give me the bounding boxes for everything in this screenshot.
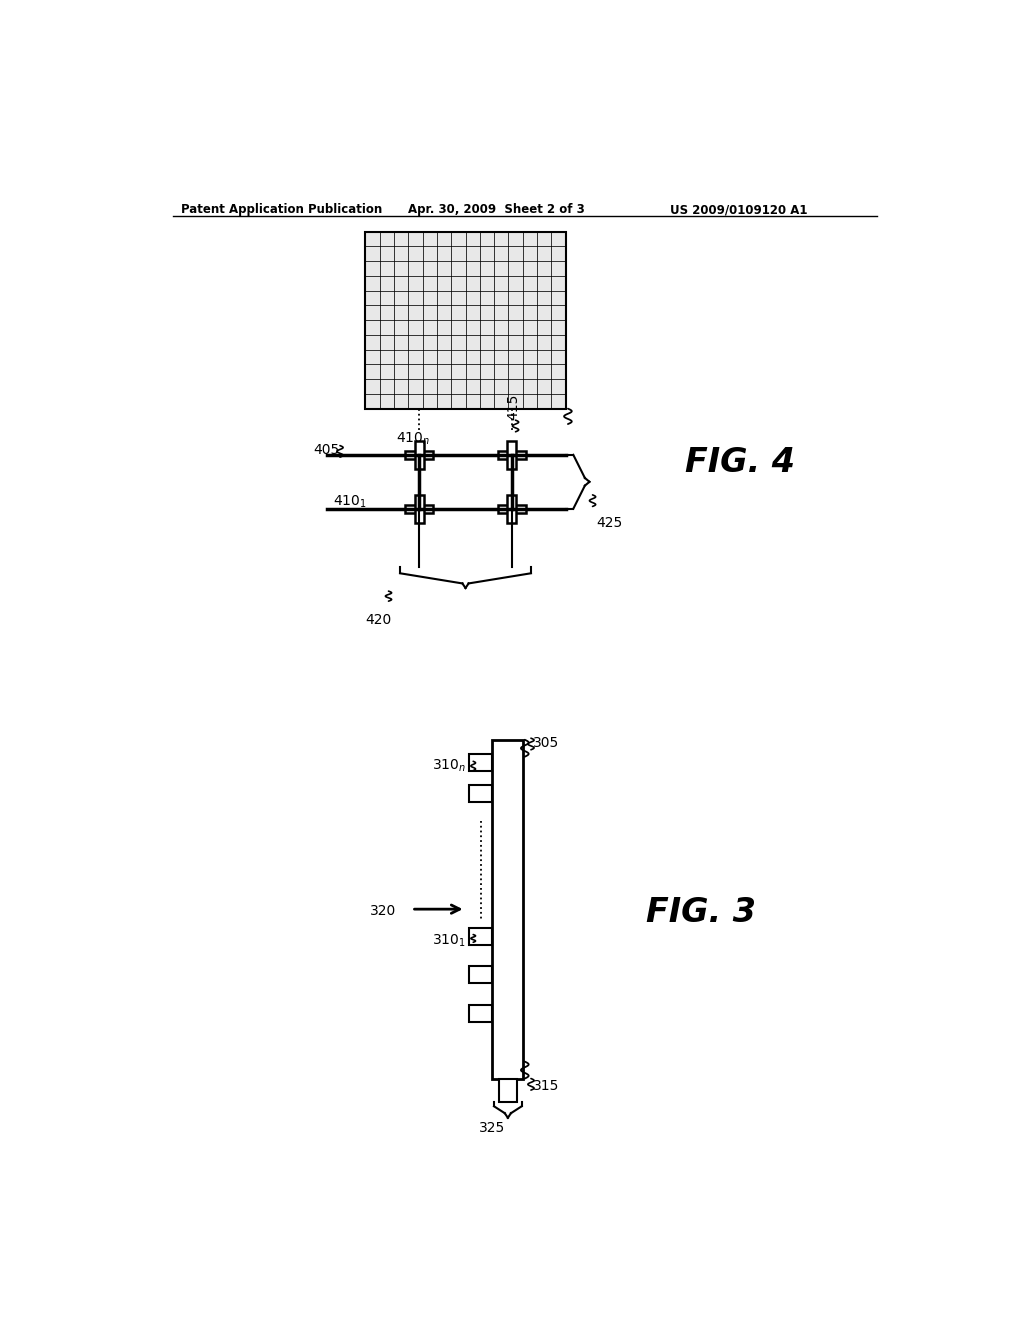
Bar <box>415 495 424 523</box>
Bar <box>406 504 433 513</box>
Bar <box>493 739 523 1078</box>
Text: 320: 320 <box>370 904 396 917</box>
Text: $310_1$: $310_1$ <box>432 932 466 949</box>
Bar <box>499 1078 517 1102</box>
Text: 415: 415 <box>506 393 520 420</box>
Text: US 2009/0109120 A1: US 2009/0109120 A1 <box>670 203 807 216</box>
Text: 425: 425 <box>596 516 623 531</box>
Text: 405: 405 <box>313 444 339 457</box>
Text: FIG. 3: FIG. 3 <box>646 896 757 929</box>
Bar <box>469 928 493 945</box>
Text: $410_1$: $410_1$ <box>333 494 367 510</box>
Bar <box>498 504 525 513</box>
Text: FIG. 4: FIG. 4 <box>685 446 795 479</box>
Bar <box>469 966 493 983</box>
Text: Apr. 30, 2009  Sheet 2 of 3: Apr. 30, 2009 Sheet 2 of 3 <box>408 203 585 216</box>
Text: 305: 305 <box>532 737 559 750</box>
Text: $310_n$: $310_n$ <box>432 758 467 774</box>
Bar <box>406 450 433 459</box>
Text: $410_n$: $410_n$ <box>396 430 430 446</box>
Bar <box>469 1005 493 1022</box>
Bar <box>415 441 424 469</box>
Bar <box>469 755 493 771</box>
Text: 325: 325 <box>478 1121 505 1135</box>
Text: 315: 315 <box>532 1078 559 1093</box>
Bar <box>469 785 493 803</box>
Bar <box>508 495 516 523</box>
Bar <box>498 450 525 459</box>
Bar <box>508 441 516 469</box>
Bar <box>366 231 565 409</box>
Text: 420: 420 <box>366 612 391 627</box>
Text: Patent Application Publication: Patent Application Publication <box>180 203 382 216</box>
